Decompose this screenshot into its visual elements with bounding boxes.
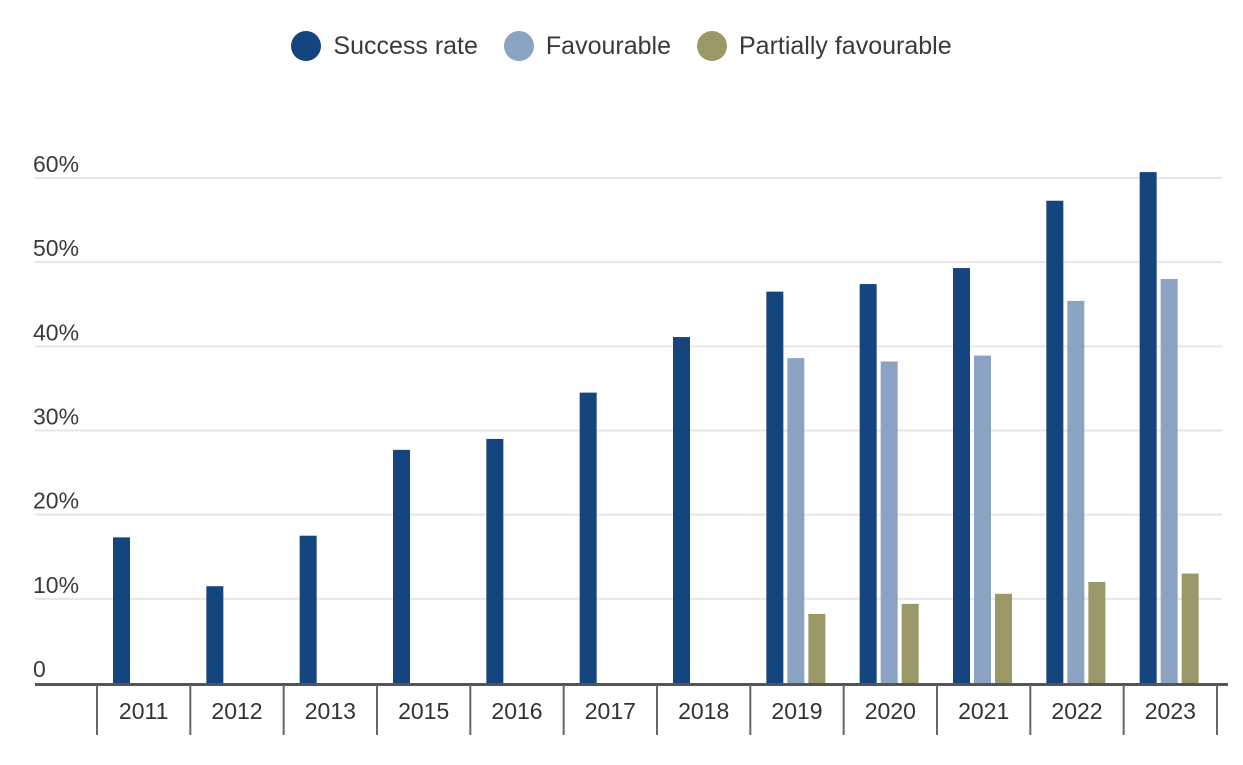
x-axis: 2011 2012 2013 2015 2016 2017 2018 2019 2020 2021… (35, 683, 1228, 735)
bar-partially-favourable-2023[interactable] (1181, 573, 1199, 683)
bar-partially-favourable-2019[interactable] (808, 613, 826, 683)
y-tick-label: 20% (33, 488, 79, 514)
x-tick-label: 2017 (585, 698, 636, 724)
bar-partially-favourable-2022[interactable] (1088, 582, 1106, 683)
legend-item-success-rate[interactable]: Success rate (291, 31, 478, 61)
bar-success-rate-2015[interactable] (393, 449, 410, 683)
legend-label: Favourable (545, 31, 671, 60)
x-tick-label: 2019 (771, 698, 822, 724)
y-tick-label: 60% (33, 151, 79, 177)
bar-partially-favourable-2021[interactable] (995, 593, 1012, 683)
legend-label: Success rate (333, 31, 478, 60)
y-tick-label: 30% (33, 404, 79, 430)
x-tick-label: 2013 (305, 698, 356, 724)
y-tick-label: 50% (33, 235, 79, 261)
bar-favourable-2022[interactable] (1067, 300, 1085, 683)
gridlines (35, 177, 1222, 600)
bar-partially-favourable-2020[interactable] (901, 603, 919, 683)
bar-success-rate-2011[interactable] (113, 537, 130, 683)
bars (113, 172, 1199, 683)
x-tick-label: 2023 (1145, 698, 1196, 724)
y-tick-label: 0 (33, 656, 46, 682)
legend-swatch-favourable (503, 31, 534, 61)
bar-favourable-2023[interactable] (1160, 279, 1178, 683)
legend-swatch-success-rate (291, 31, 322, 61)
x-tick-label: 2016 (491, 698, 542, 724)
bar-favourable-2021[interactable] (974, 355, 991, 683)
y-tick-label: 40% (33, 319, 79, 345)
y-tick-label: 10% (33, 572, 79, 598)
legend-item-favourable[interactable]: Favourable (503, 31, 671, 61)
x-tick-label: 2015 (398, 698, 449, 724)
bar-success-rate-2023[interactable] (1139, 172, 1157, 683)
chart-legend: Success rate Favourable Partially favour… (0, 26, 1243, 66)
legend-swatch-partially-favourable (696, 31, 727, 61)
x-tick-label: 2018 (678, 698, 729, 724)
bar-success-rate-2013[interactable] (299, 535, 317, 683)
x-tick-label: 2020 (865, 698, 916, 724)
bar-success-rate-2020[interactable] (859, 284, 877, 683)
x-tick-label: 2011 (119, 698, 168, 724)
x-tick-label: 2022 (1051, 698, 1102, 724)
x-tick-label: 2012 (211, 698, 262, 724)
bar-success-rate-2012[interactable] (206, 586, 224, 683)
bar-success-rate-2021[interactable] (953, 268, 970, 683)
legend-label: Partially favourable (738, 31, 952, 60)
x-tick-label: 2021 (958, 698, 1009, 724)
bar-success-rate-2017[interactable] (579, 392, 597, 683)
bar-success-rate-2016[interactable] (486, 438, 504, 683)
legend-item-partially-favourable[interactable]: Partially favourable (696, 31, 952, 61)
bar-success-rate-2022[interactable] (1046, 200, 1064, 683)
bar-favourable-2019[interactable] (787, 358, 805, 683)
bar-favourable-2020[interactable] (880, 361, 898, 683)
bar-success-rate-2018[interactable] (673, 337, 690, 683)
y-axis-ticks: 0 10% 20% 30% 40% 50% 60% (33, 151, 79, 682)
bar-success-rate-2019[interactable] (766, 291, 784, 683)
